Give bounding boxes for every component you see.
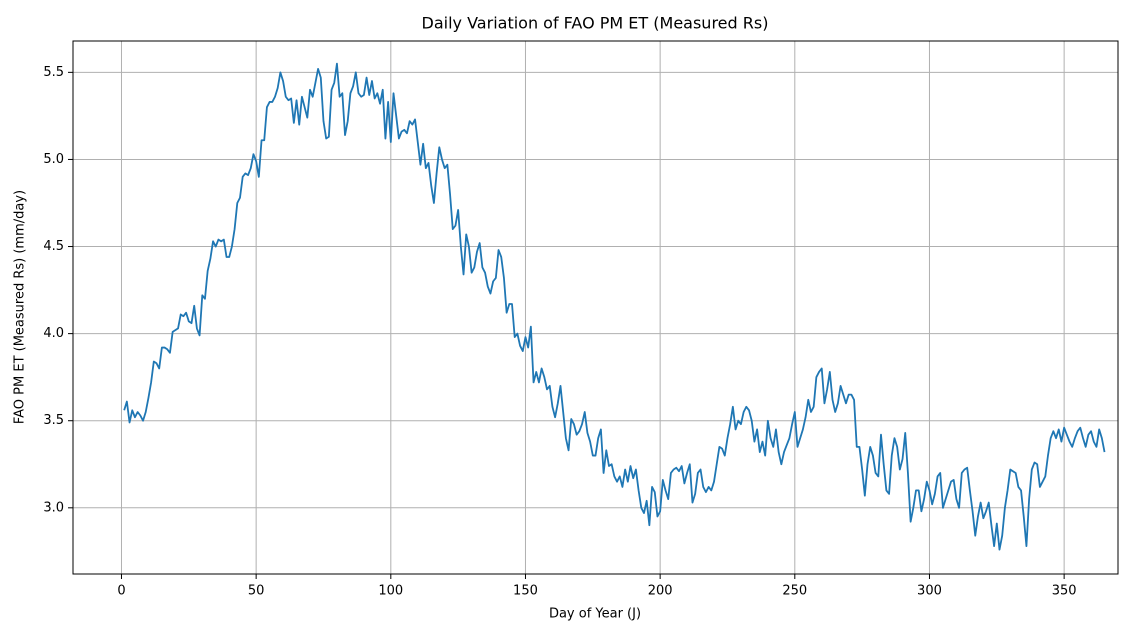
x-tick-label: 50 xyxy=(248,584,265,599)
y-tick-label: 5.0 xyxy=(43,152,64,167)
chart-title: Daily Variation of FAO PM ET (Measured R… xyxy=(422,14,769,33)
data-line xyxy=(123,62,1106,551)
x-axis-label: Day of Year (J) xyxy=(549,607,641,622)
y-tick-label: 3.0 xyxy=(43,500,64,515)
x-tick-label: 150 xyxy=(513,584,538,599)
x-tick-label: 350 xyxy=(1052,584,1077,599)
y-axis-label: FAO PM ET (Measured Rs) (mm/day) xyxy=(13,190,28,424)
x-tick-label: 300 xyxy=(917,584,942,599)
y-tick-label: 4.5 xyxy=(43,239,64,254)
y-tick-label: 3.5 xyxy=(43,413,64,428)
y-tick-label: 5.5 xyxy=(43,65,64,80)
x-tick-label: 0 xyxy=(117,584,125,599)
plot-frame xyxy=(72,40,1119,575)
x-tick-label: 100 xyxy=(378,584,403,599)
x-tick-label: 250 xyxy=(782,584,807,599)
x-tick-label: 200 xyxy=(648,584,673,599)
y-tick-label: 4.0 xyxy=(43,326,64,341)
